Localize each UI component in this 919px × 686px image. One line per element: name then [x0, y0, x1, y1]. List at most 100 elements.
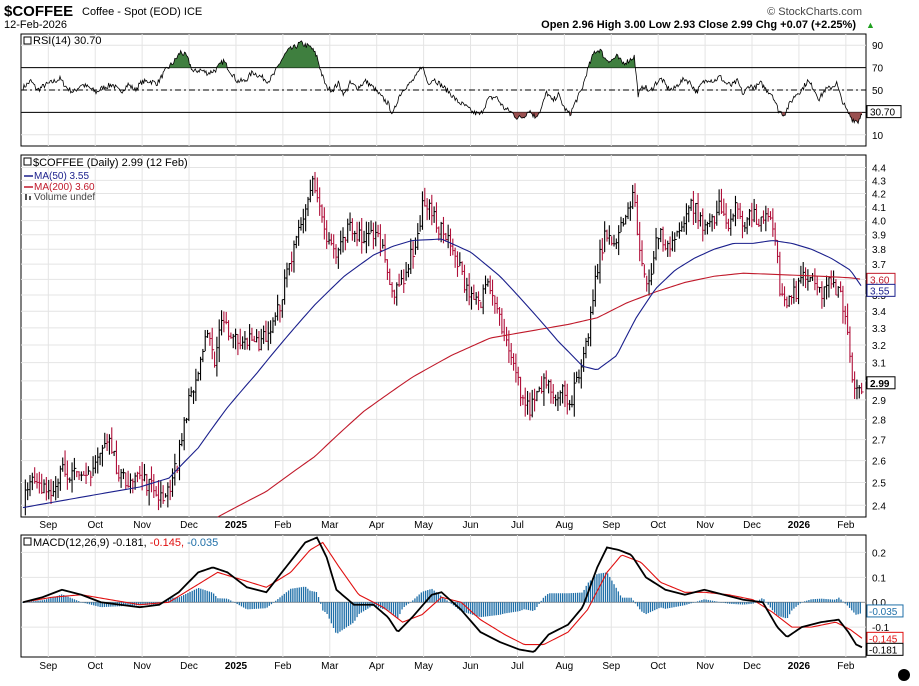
month-tick-label: Sep — [602, 661, 620, 672]
volume-legend: Volume undef — [34, 192, 95, 203]
macd-histogram-bar — [566, 593, 568, 603]
macd-histogram-bar — [52, 597, 54, 603]
macd-histogram-bar — [328, 602, 330, 619]
macd-histogram-bar — [711, 600, 714, 603]
macd-histogram-bar — [176, 597, 178, 603]
month-tick-label: Sep — [39, 661, 57, 672]
macd-histogram-bar — [681, 602, 684, 606]
macd-histogram-bar — [125, 602, 127, 606]
month-tick-label: Feb — [837, 661, 855, 672]
macd-tick-label: 0.2 — [872, 548, 886, 559]
macd-histogram-bar — [838, 597, 840, 603]
macd-histogram-bar — [624, 597, 626, 603]
macd-histogram-bar — [208, 591, 210, 603]
macd-histogram-bar — [842, 601, 844, 603]
macd-histogram-bar — [339, 602, 341, 632]
macd-histogram-bar — [718, 601, 720, 603]
macd-histogram-bar — [446, 600, 448, 603]
macd-histogram-bar — [549, 593, 551, 603]
month-tick-label: Apr — [369, 661, 385, 672]
month-tick-label: Feb — [837, 520, 855, 531]
macd-histogram-bar — [784, 602, 787, 619]
macd-histogram-bar — [204, 590, 206, 603]
macd-histogram-bar — [632, 600, 634, 603]
rsi-value-text: 30.70 — [870, 108, 895, 119]
macd-histogram-tag — [866, 604, 904, 618]
macd-histogram-bar — [247, 602, 249, 610]
price-tick-label: 2.9 — [872, 396, 886, 407]
macd-histogram-bar — [215, 596, 217, 603]
macd-histogram-bar — [80, 601, 82, 603]
macd-histogram-bar — [848, 602, 851, 608]
month-tick-label: May — [414, 661, 433, 672]
macd-histogram-bar — [615, 587, 617, 603]
macd-histogram-bar — [583, 589, 585, 603]
macd-histogram-bar — [341, 602, 343, 631]
macd-histogram-bar — [497, 602, 500, 615]
macd-histogram-bar — [110, 602, 112, 607]
macd-histogram-bar — [495, 602, 497, 616]
macd-histogram-bar — [716, 601, 718, 603]
macd-histogram-bar — [606, 573, 609, 603]
price-tick-label: 2.5 — [872, 479, 886, 490]
macd-histogram-bar — [679, 602, 682, 607]
macd-histogram-bar — [521, 602, 523, 611]
macd-histogram-bar — [394, 602, 397, 617]
macd-histogram-bar — [352, 602, 354, 624]
symbol-title: $COFFEE — [4, 3, 73, 20]
macd-histogram-bar — [129, 602, 131, 606]
price-tick-label: 4.4 — [872, 164, 886, 175]
macd-checkbox — [23, 537, 32, 546]
price-tick-label: 3.9 — [872, 231, 886, 242]
macd-histogram-bar — [95, 602, 97, 606]
macd-histogram-bar — [60, 594, 63, 603]
price-tick-label: 2.8 — [872, 415, 886, 426]
macd-histogram-bar — [780, 602, 782, 617]
macd-histogram-bar — [859, 602, 861, 614]
macd-histogram-bar — [621, 597, 624, 603]
macd-histogram-bar — [266, 602, 268, 608]
macd-histogram-bar — [474, 602, 476, 616]
macd-histogram-bar — [585, 585, 587, 603]
price-tick-label: 4.1 — [872, 203, 886, 214]
month-tick-label: Dec — [743, 661, 761, 672]
macd-histogram-bar — [709, 600, 712, 603]
macd-histogram-bar — [97, 602, 99, 607]
macd-histogram-bar — [579, 592, 581, 603]
macd-histogram-bar — [127, 602, 129, 606]
macd-histogram-bar — [705, 599, 707, 603]
macd-histogram-bar — [461, 602, 463, 612]
macd-histogram-bar — [71, 598, 73, 603]
macd-histogram-bar — [251, 602, 253, 610]
month-tick-label: Sep — [39, 520, 57, 531]
macd-histogram-bar — [182, 595, 185, 603]
price-tick-label: 3.2 — [872, 341, 886, 352]
macd-histogram-bar — [392, 602, 395, 615]
macd-histogram-bar — [752, 602, 754, 604]
macd-histogram-bar — [82, 602, 84, 603]
macd-histogram-bar — [510, 602, 512, 613]
macd-histogram-bar — [313, 591, 315, 603]
price-tick-label: 2.6 — [872, 457, 886, 468]
macd-histogram-bar — [628, 597, 630, 603]
macd-histogram-bar — [782, 602, 784, 618]
rsi-line — [22, 40, 863, 125]
macd-histogram-bar — [658, 602, 660, 609]
macd-histogram-bar — [437, 593, 440, 603]
macd-histogram-bar — [559, 593, 562, 603]
month-tick-label: Oct — [650, 520, 666, 531]
macd-histogram-bar — [397, 602, 399, 619]
macd-histogram-bar — [99, 602, 101, 608]
brand-logo: © StockCharts.com — [767, 6, 862, 18]
macd-histogram-bar — [527, 602, 530, 611]
macd-histogram-bar — [686, 602, 688, 605]
macd-histogram-bar — [469, 602, 472, 615]
macd-histogram-bar — [108, 602, 110, 607]
macd-histogram-bar — [726, 602, 729, 604]
macd-histogram-bar — [814, 598, 816, 603]
macd-histogram-bar — [390, 602, 393, 613]
month-tick-label: Dec — [180, 520, 198, 531]
macd-histogram-bar — [360, 602, 363, 613]
macd-histogram-bar — [305, 586, 307, 603]
macd-histogram-bar — [855, 602, 857, 615]
